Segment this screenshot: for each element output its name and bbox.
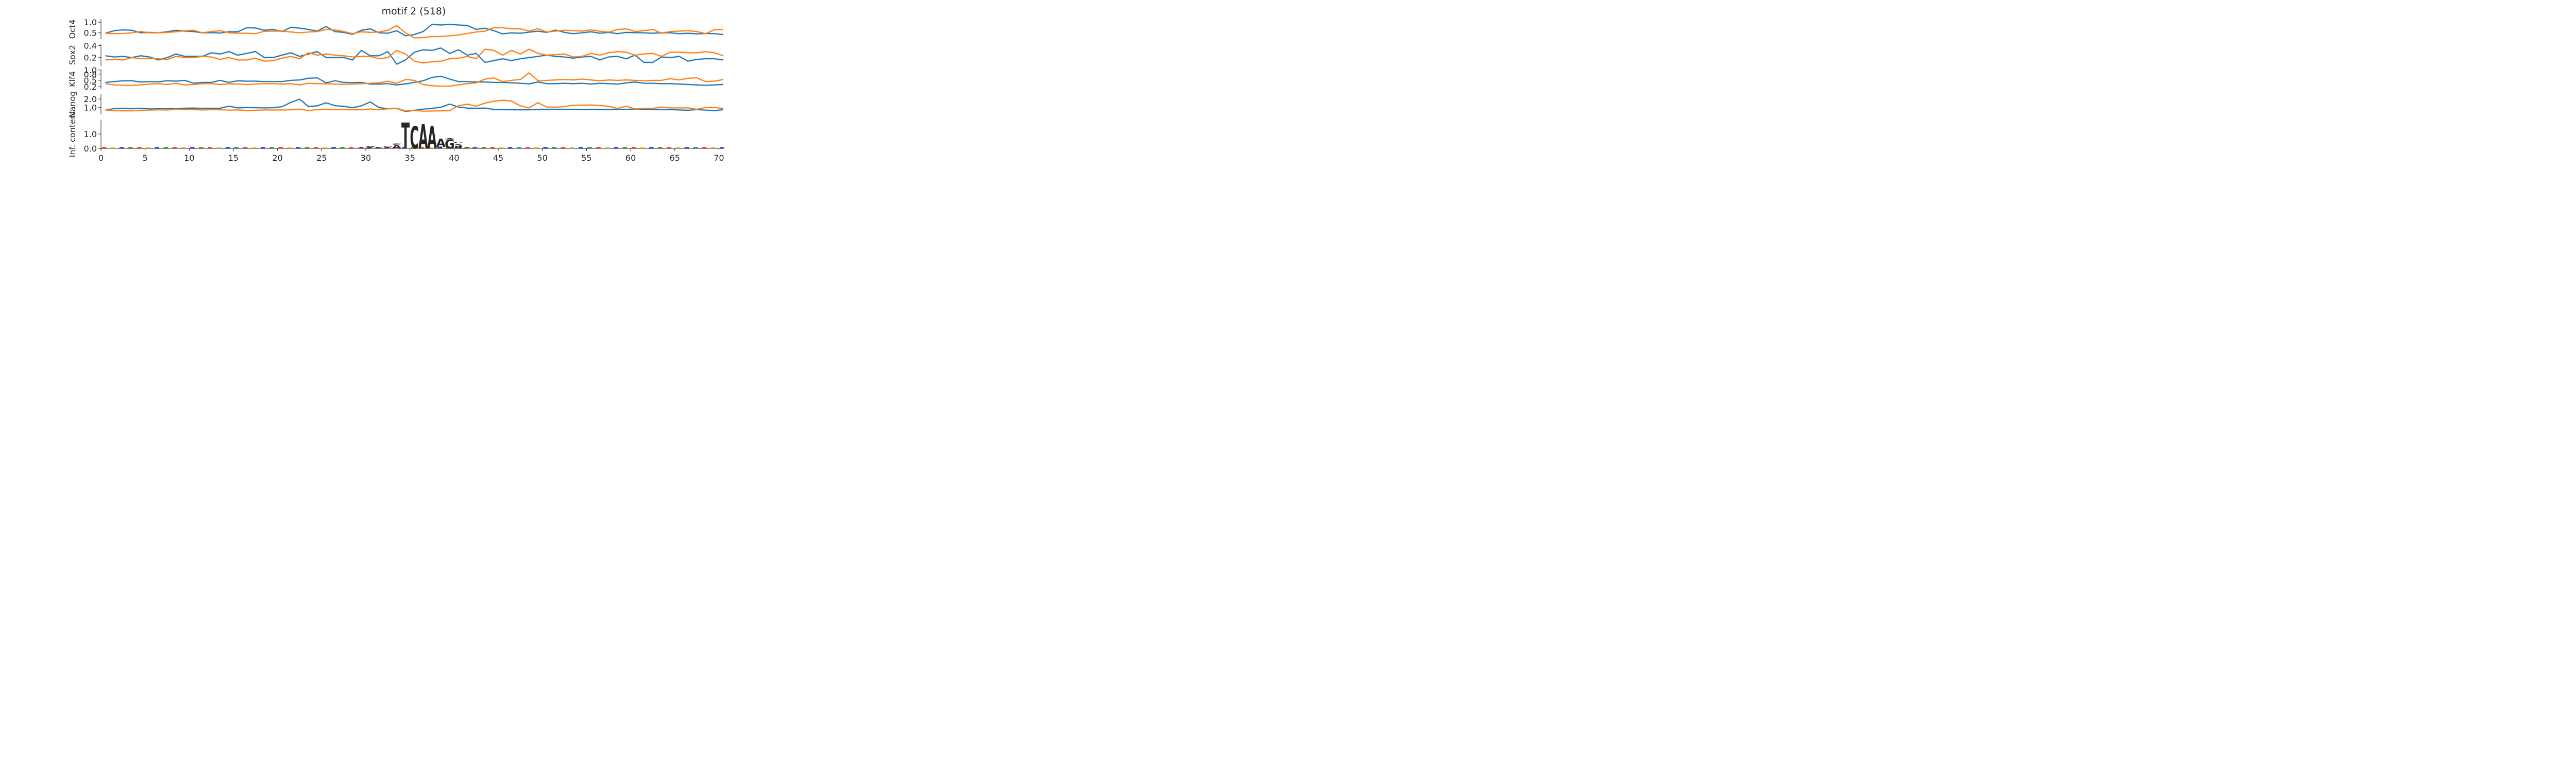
x-tick-label: 40	[449, 153, 459, 163]
logo-letter: C	[463, 147, 471, 148]
logo-letter: T	[437, 146, 446, 149]
logo-letter: G	[445, 137, 455, 152]
series-line	[105, 25, 723, 39]
y-tick-label: 1.0	[84, 18, 97, 27]
logo-letter: C	[383, 147, 392, 148]
y-tick-label: 1.0	[84, 129, 97, 139]
series-line	[105, 72, 724, 87]
logo-letter: T	[393, 144, 401, 145]
logo-letter: T	[463, 147, 472, 148]
x-tick-label: 65	[670, 153, 680, 163]
y-tick-label: 0.8	[84, 70, 97, 79]
series-line	[105, 47, 724, 65]
series-band	[105, 72, 723, 88]
logo-letter: A	[427, 120, 436, 156]
panel-sox-: 0.2 0.4 Sox2	[67, 41, 724, 66]
logo-letter: T	[357, 147, 366, 148]
logo-letter: C	[366, 147, 375, 149]
x-tick-label: 55	[581, 153, 591, 163]
x-tick-label: 25	[316, 153, 327, 163]
series-band	[105, 24, 723, 39]
y-tick-label: 0.4	[84, 41, 97, 51]
y-tick-label: 0.5	[84, 28, 97, 38]
x-tick-label: 35	[405, 153, 415, 163]
logo-letter: G	[453, 142, 464, 143]
y-tick-label: 1.0	[84, 103, 97, 113]
y-tick-label: 1.0	[84, 65, 97, 75]
y-axis-label: Sox2	[67, 45, 77, 65]
x-tick-label: 45	[493, 153, 503, 163]
logo-letter: T	[384, 147, 393, 148]
series-line	[105, 75, 724, 86]
panel-inf-content: 0.0 1.0 Inf. content 0 5 10 15 20 25 30 35 40 45 50 55…	[67, 111, 724, 163]
x-tick-label: 10	[184, 153, 194, 163]
logo-letter: C	[392, 144, 401, 146]
x-tick-label: 0	[98, 153, 104, 163]
logo-letter: A	[436, 137, 446, 149]
x-tick-label: 50	[537, 153, 548, 163]
logo-letter: A	[375, 147, 384, 148]
y-axis-label: Nanog	[67, 91, 77, 118]
x-tick-label: 70	[714, 153, 724, 163]
logo-letter: C	[375, 147, 383, 148]
y-tick-label: 0.0	[84, 144, 97, 154]
x-tick-label: 20	[273, 153, 283, 163]
figure: motif 2 (518) 0.51.0Oct40.20.4Sox20.20.5…	[67, 6, 724, 163]
logo-letter: C	[471, 147, 480, 148]
x-tick-label: 15	[228, 153, 239, 163]
y-axis-label: Oct4	[67, 20, 77, 39]
panel-nanog: 1.02.0 Nanog	[67, 91, 724, 118]
series-line	[105, 99, 724, 112]
logo-letter: C	[410, 120, 419, 156]
logo-letter: A	[365, 146, 375, 147]
logo-letter: a	[454, 142, 463, 150]
x-tick-label: 60	[625, 153, 636, 163]
logo-letter: T	[401, 116, 410, 157]
y-tick-label: 0.5	[84, 76, 97, 86]
logo-letter: A	[418, 117, 428, 157]
panels: 0.51.0Oct40.20.4Sox20.20.50.81.0Klf41.02…	[67, 18, 724, 163]
figure-title: motif 2 (518)	[382, 6, 446, 17]
y-axis-label: Inf. content	[67, 111, 77, 158]
logo-letter: A	[392, 144, 402, 149]
series-line	[105, 48, 724, 64]
x-tick-label: 5	[143, 153, 148, 163]
y-tick-label: 0.2	[84, 53, 97, 63]
y-axis-label: Klf4	[67, 71, 77, 87]
series-line	[105, 24, 724, 37]
logo-letter: T	[366, 147, 375, 148]
panel-klf-: 0.20.50.81.0 Klf4	[67, 65, 724, 92]
logo-letter: A	[357, 147, 366, 148]
y-tick-label: 0.2	[84, 82, 97, 92]
y-tick-label: 2.0	[84, 94, 97, 104]
logo-letter: G	[383, 146, 393, 147]
x-tick-label: 30	[361, 153, 371, 163]
panel-oct-: 0.51.0 Oct4	[67, 18, 724, 39]
logo-letter: A	[445, 138, 455, 140]
